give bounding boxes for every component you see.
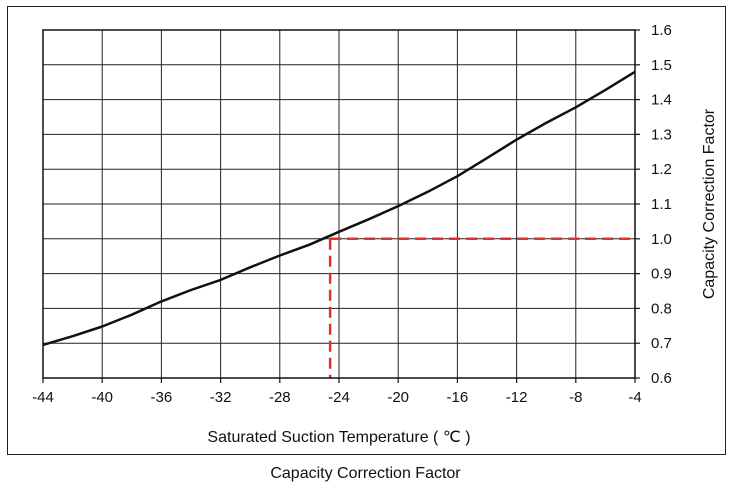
x-tick-label: -16 <box>447 389 469 406</box>
y-tick-label: 1.3 <box>651 126 672 143</box>
y-tick-label: 0.6 <box>651 370 672 387</box>
grid-lines <box>42 29 636 379</box>
y-tick-label: 1.5 <box>651 57 672 74</box>
y-tick-label: 1.2 <box>651 161 672 178</box>
y-tick-label: 0.9 <box>651 266 672 283</box>
x-tick-label: -44 <box>32 389 54 406</box>
x-tick-label: -8 <box>569 389 582 406</box>
y-tick-label: 0.7 <box>651 335 672 352</box>
x-tick-labels: -44 -40 -36 -32 -28 -24 -20 -16 -12 -8 -4 <box>32 378 642 406</box>
x-tick-label: -20 <box>387 389 409 406</box>
reference-lines <box>328 237 635 378</box>
figure-caption: Capacity Correction Factor <box>270 465 461 482</box>
x-tick-label: -36 <box>151 389 173 406</box>
y-tick-label: 1.1 <box>651 196 672 213</box>
x-tick-label: -12 <box>506 389 528 406</box>
x-tick-label: -28 <box>269 389 291 406</box>
y-tick-label: 0.8 <box>651 300 672 317</box>
x-axis-title: Saturated Suction Temperature ( ℃ ) <box>207 429 470 446</box>
x-tick-label: -4 <box>628 389 641 406</box>
y-tick-labels: 0.6 0.7 0.8 0.9 1.0 1.1 1.2 1.3 1.4 1.5 1.6 <box>635 22 672 387</box>
series-lines <box>42 70 636 347</box>
series-line <box>42 70 636 347</box>
x-tick-label: -32 <box>210 389 232 406</box>
y-tick-label: 1.6 <box>651 22 672 39</box>
x-tick-label: -40 <box>91 389 113 406</box>
y-tick-label: 1.0 <box>651 231 672 248</box>
y-axis-title: Capacity Correction Factor <box>701 108 718 299</box>
x-tick-label: -24 <box>328 389 350 406</box>
chart-frame <box>7 6 726 455</box>
y-tick-label: 1.4 <box>651 92 672 109</box>
